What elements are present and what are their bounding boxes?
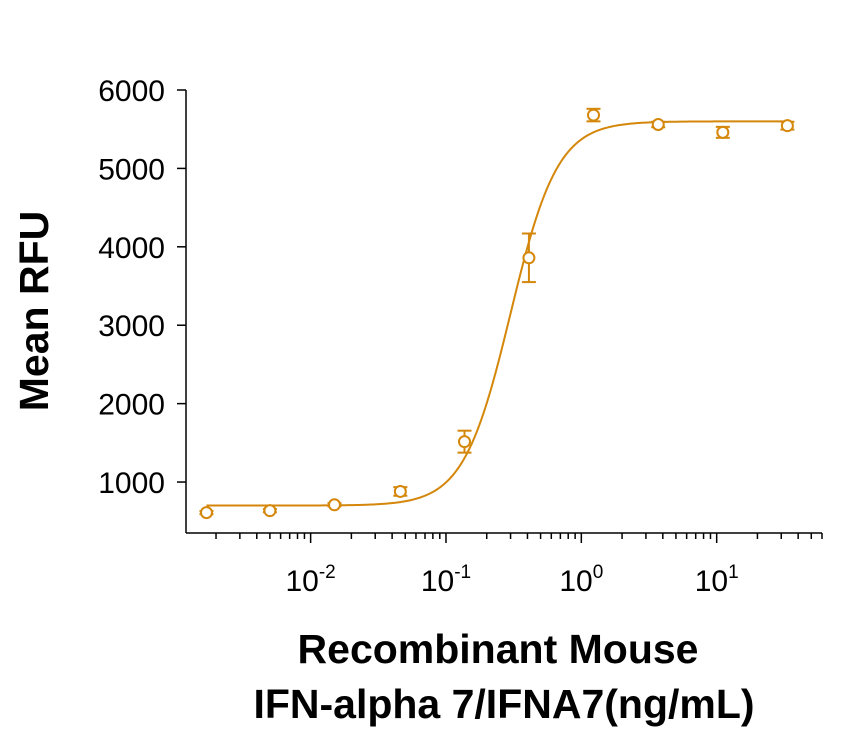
point-marker (780, 119, 794, 133)
x-axis-ticks: 10-2 10-1 100 101 (215, 533, 823, 598)
x-axis-title-line-2: IFN-alpha 7/IFNA7(ng/mL) (253, 681, 754, 727)
y-tick-label: 1000 (98, 467, 165, 500)
data-point (521, 232, 536, 284)
y-tick-label: 6000 (98, 75, 165, 108)
x-tick-label: 10-1 (421, 562, 471, 598)
y-tick-label: 4000 (98, 232, 165, 265)
data-point (262, 504, 277, 518)
y-tick-label: 5000 (98, 153, 165, 186)
x-tick-label: 10-2 (285, 562, 335, 598)
y-tick-label: 2000 (98, 389, 165, 422)
data-point (393, 484, 408, 498)
point-marker (716, 125, 730, 139)
x-tick-label: 100 (559, 562, 603, 598)
point-marker (586, 108, 600, 122)
point-marker (457, 435, 471, 449)
point-marker (327, 498, 341, 512)
data-points (199, 107, 795, 520)
point-marker (199, 506, 213, 520)
x-axis-title-line-1: Recombinant Mouse (298, 626, 699, 672)
x-tick-label: 101 (695, 562, 739, 598)
point-marker (393, 484, 407, 498)
data-point (586, 107, 601, 123)
data-point (651, 117, 666, 131)
data-point (780, 119, 795, 133)
point-marker (263, 504, 277, 518)
y-tick-label: 3000 (98, 310, 165, 343)
data-point (199, 506, 214, 520)
y-axis-ticks: 1000 2000 3000 4000 5000 6000 (98, 75, 186, 500)
data-point (457, 429, 472, 454)
fit-curve (206, 120, 788, 507)
point-marker (651, 117, 665, 131)
data-point (327, 498, 342, 512)
axes (185, 90, 822, 534)
data-point (715, 125, 730, 139)
point-marker (522, 251, 536, 265)
y-axis-title: Mean RFU (11, 211, 57, 411)
